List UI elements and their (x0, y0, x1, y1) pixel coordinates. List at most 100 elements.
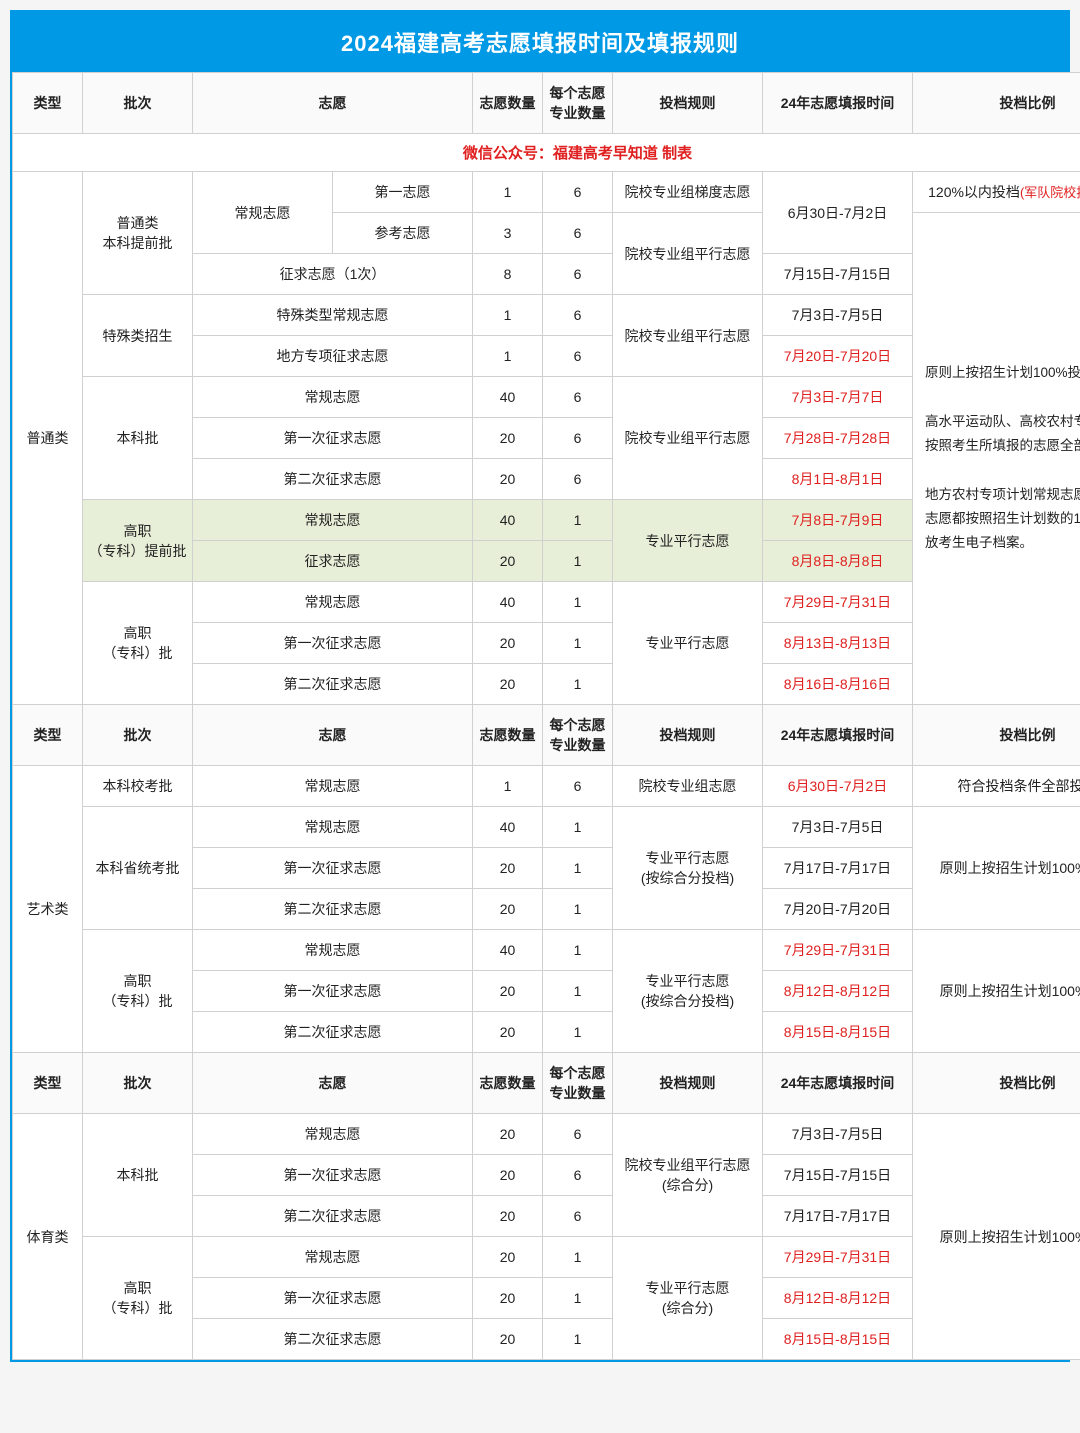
pref-regular: 常规志愿 (193, 377, 473, 418)
col-time: 24年志愿填报时间 (763, 73, 913, 134)
pref-second-supp: 第二次征求志愿 (193, 1319, 473, 1360)
cell: 1 (543, 1278, 613, 1319)
col-rule: 投档规则 (613, 73, 763, 134)
cell: 20 (473, 1319, 543, 1360)
pref-regular: 常规志愿 (193, 500, 473, 541)
cell: 3 (473, 213, 543, 254)
pref-regular: 常规志愿 (193, 766, 473, 807)
rule-cell: 专业平行志愿 (综合分) (613, 1237, 763, 1360)
col-type: 类型 (13, 1053, 83, 1114)
time-cell: 8月16日-8月16日 (763, 664, 913, 705)
col-major-count: 每个志愿专业数量 (543, 73, 613, 134)
rule-cell: 院校专业组平行志愿 (613, 295, 763, 377)
pref-regular: 常规志愿 (193, 172, 333, 254)
cell: 20 (473, 971, 543, 1012)
rule-cell: 专业平行志愿 (按综合分投档) (613, 807, 763, 930)
cell: 1 (543, 930, 613, 971)
pref-regular: 常规志愿 (193, 930, 473, 971)
pref-second-supp: 第二次征求志愿 (193, 664, 473, 705)
category-general: 普通类 (13, 172, 83, 705)
cell: 6 (543, 213, 613, 254)
col-rule: 投档规则 (613, 705, 763, 766)
pref-regular: 常规志愿 (193, 1114, 473, 1155)
col-batch: 批次 (83, 73, 193, 134)
time-cell: 7月17日-7月17日 (763, 1196, 913, 1237)
pref-reference: 参考志愿 (333, 213, 473, 254)
pref-second-supp: 第二次征求志愿 (193, 459, 473, 500)
col-batch: 批次 (83, 1053, 193, 1114)
rule-cell: 院校专业组志愿 (613, 766, 763, 807)
rule-cell: 院校专业组平行志愿 (613, 377, 763, 500)
batch-vocational: 高职 （专科）批 (83, 582, 193, 705)
ratio-p2: 高水平运动队、高校农村专项计划按照考生所填报的志愿全部投档； (925, 410, 1080, 459)
ratio-p3: 地方农村专项计划常规志愿、征求志愿都按照招生计划数的120%投放考生电子档案。 (925, 483, 1080, 556)
cell: 20 (473, 1155, 543, 1196)
cell: 40 (473, 500, 543, 541)
time-cell: 8月1日-8月1日 (763, 459, 913, 500)
cell: 6 (543, 254, 613, 295)
cell: 20 (473, 664, 543, 705)
col-pref-count: 志愿数量 (473, 1053, 543, 1114)
time-cell: 7月20日-7月20日 (763, 889, 913, 930)
pref-special-regular: 特殊类型常规志愿 (193, 295, 473, 336)
ratio-p1: 原则上按招生计划100%投档 (925, 361, 1080, 385)
cell: 6 (543, 1114, 613, 1155)
cell: 1 (543, 1012, 613, 1053)
col-major-count: 每个志愿专业数量 (543, 705, 613, 766)
cell: 1 (473, 295, 543, 336)
time-cell: 7月3日-7月7日 (763, 377, 913, 418)
pref-first-supp: 第一次征求志愿 (193, 848, 473, 889)
cell: 8 (473, 254, 543, 295)
pref-regular: 常规志愿 (193, 1237, 473, 1278)
pref-local-special: 地方专项征求志愿 (193, 336, 473, 377)
ratio-cell: 原则上按招生计划100%投档 (913, 930, 1080, 1053)
time-cell: 7月20日-7月20日 (763, 336, 913, 377)
cell: 20 (473, 1012, 543, 1053)
time-cell: 7月29日-7月31日 (763, 1237, 913, 1278)
time-cell: 6月30日-7月2日 (763, 172, 913, 254)
cell: 20 (473, 1114, 543, 1155)
cell: 1 (543, 541, 613, 582)
schedule-table-container: 2024福建高考志愿填报时间及填报规则 类型 批次 志愿 志愿数量 每个志愿专业… (10, 10, 1070, 1362)
col-time: 24年志愿填报时间 (763, 705, 913, 766)
batch-undergrad-early: 普通类 本科提前批 (83, 172, 193, 295)
pref-first-supp: 第一次征求志愿 (193, 1155, 473, 1196)
time-cell: 7月3日-7月5日 (763, 1114, 913, 1155)
cell: 1 (543, 807, 613, 848)
time-cell: 7月15日-7月15日 (763, 1155, 913, 1196)
time-cell: 7月29日-7月31日 (763, 930, 913, 971)
cell: 6 (543, 1155, 613, 1196)
banner-row: 微信公众号：福建高考早知道 制表 (13, 134, 1080, 172)
cell: 1 (543, 889, 613, 930)
pref-first-supp: 第一次征求志愿 (193, 971, 473, 1012)
cell: 1 (543, 1319, 613, 1360)
time-cell: 7月29日-7月31日 (763, 582, 913, 623)
cell: 20 (473, 541, 543, 582)
time-cell: 8月8日-8月8日 (763, 541, 913, 582)
batch-art-school-exam: 本科校考批 (83, 766, 193, 807)
cell: 20 (473, 1196, 543, 1237)
time-cell: 7月3日-7月5日 (763, 807, 913, 848)
ratio-cell: 符合投档条件全部投档 (913, 766, 1080, 807)
rule-cell: 院校专业组平行志愿 (综合分) (613, 1114, 763, 1237)
cell: 1 (543, 1237, 613, 1278)
pref-second-supp: 第二次征求志愿 (193, 1012, 473, 1053)
pref-second-supp: 第二次征求志愿 (193, 889, 473, 930)
banner-text: 微信公众号：福建高考早知道 制表 (13, 134, 1080, 172)
batch-vocational: 高职 （专科）批 (83, 930, 193, 1053)
cell: 1 (473, 172, 543, 213)
col-pref-count: 志愿数量 (473, 705, 543, 766)
rule-cell: 专业平行志愿 (按综合分投档) (613, 930, 763, 1053)
time-cell: 8月12日-8月12日 (763, 971, 913, 1012)
schedule-table: 类型 批次 志愿 志愿数量 每个志愿专业数量 投档规则 24年志愿填报时间 投档… (12, 72, 1080, 1360)
time-cell: 7月17日-7月17日 (763, 848, 913, 889)
cell: 20 (473, 1278, 543, 1319)
rule-cell: 院校专业组平行志愿 (613, 213, 763, 295)
pref-supp: 征求志愿 (193, 541, 473, 582)
table-row: 普通类 普通类 本科提前批 常规志愿 第一志愿 1 6 院校专业组梯度志愿 6月… (13, 172, 1080, 213)
pref-supp-once: 征求志愿（1次） (193, 254, 473, 295)
cell: 6 (543, 377, 613, 418)
col-time: 24年志愿填报时间 (763, 1053, 913, 1114)
ratio-cell: 120%以内投档(军队院校按120%) (913, 172, 1080, 213)
batch-undergrad: 本科批 (83, 1114, 193, 1237)
